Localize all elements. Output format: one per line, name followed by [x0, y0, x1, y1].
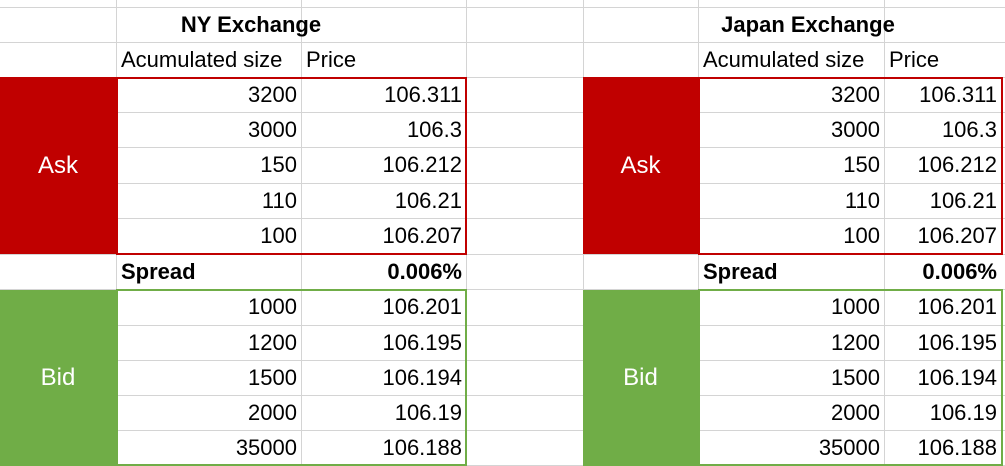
header-price: Price [889, 47, 940, 72]
exchange-title: Japan Exchange [721, 12, 895, 37]
ask-table-border [698, 77, 1003, 255]
header-price: Price [306, 47, 357, 72]
bid-size: 1200 [831, 330, 880, 355]
bid-price: 106.188 [917, 435, 997, 460]
bid-price: 106.188 [382, 435, 462, 460]
spread-label: Spread [121, 259, 196, 284]
gridline [0, 395, 1005, 396]
bid-label-block: Bid [583, 290, 698, 466]
ask-size: 3200 [831, 82, 880, 107]
gridline [0, 325, 1005, 326]
ask-size: 150 [260, 152, 297, 177]
ask-price: 106.212 [917, 152, 997, 177]
bid-size: 1200 [248, 330, 297, 355]
ask-label-block: Ask [0, 77, 116, 254]
ask-price: 106.207 [382, 223, 462, 248]
spread-value: 0.006% [387, 259, 462, 284]
gridline [0, 218, 1005, 219]
bid-price: 106.19 [394, 400, 462, 425]
ask-price: 106.311 [919, 82, 997, 107]
ask-size: 100 [843, 223, 880, 248]
bid-label: Bid [40, 364, 76, 391]
ask-price: 106.311 [384, 82, 462, 107]
bid-size: 1500 [248, 365, 297, 390]
ask-price: 106.21 [929, 188, 997, 213]
gridline [884, 0, 885, 466]
gridline [0, 183, 1005, 184]
bid-size: 2000 [831, 400, 880, 425]
ask-table-border [116, 77, 467, 255]
gridline [0, 147, 1005, 148]
ask-size: 3000 [831, 117, 880, 142]
spread-label: Spread [703, 259, 778, 284]
ask-price: 106.212 [382, 152, 462, 177]
ask-size: 3200 [248, 82, 297, 107]
exchange-title: NY Exchange [180, 12, 322, 37]
bid-price: 106.194 [382, 365, 462, 390]
gridline [301, 0, 302, 466]
gridline [0, 360, 1005, 361]
bid-size: 35000 [235, 435, 297, 460]
bid-label-block: Bid [0, 290, 116, 466]
bid-table-border [116, 289, 467, 466]
ask-size: 110 [844, 188, 880, 213]
bid-size: 1000 [248, 294, 297, 319]
bid-size: 2000 [248, 400, 297, 425]
ask-size: 110 [261, 188, 297, 213]
bid-price: 106.19 [929, 400, 997, 425]
bid-price: 106.201 [382, 294, 462, 319]
gridline [0, 430, 1005, 431]
gridline [0, 77, 1005, 78]
bid-label: Bid [623, 364, 658, 391]
bid-table-border [698, 289, 1003, 466]
gridline [0, 112, 1005, 113]
gridline [0, 254, 1005, 255]
ask-price: 106.3 [406, 117, 462, 142]
bid-price: 106.201 [917, 294, 997, 319]
ask-label: Ask [620, 151, 661, 179]
gridline [0, 289, 1005, 290]
ask-price: 106.21 [394, 188, 462, 213]
bid-price: 106.195 [917, 330, 997, 355]
ask-label: Ask [37, 151, 78, 179]
bid-price: 106.194 [917, 365, 997, 390]
gridline [0, 7, 1005, 8]
spread-value: 0.006% [922, 259, 997, 284]
ask-size: 3000 [248, 117, 297, 142]
header-size: Acumulated size [121, 47, 283, 72]
ask-size: 100 [260, 223, 297, 248]
bid-size: 1500 [831, 365, 880, 390]
bid-price: 106.195 [382, 330, 462, 355]
ask-price: 106.207 [917, 223, 997, 248]
bid-size: 35000 [818, 435, 880, 460]
ask-label-block: Ask [583, 77, 698, 254]
ask-size: 150 [843, 152, 880, 177]
ask-price: 106.3 [941, 117, 997, 142]
header-size: Acumulated size [703, 47, 865, 72]
bid-size: 1000 [831, 294, 880, 319]
gridline [0, 42, 1005, 43]
